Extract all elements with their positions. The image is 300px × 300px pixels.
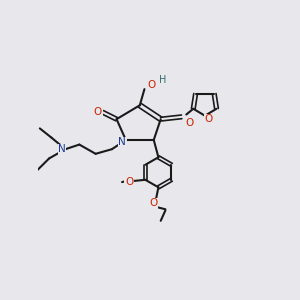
Text: O: O (94, 107, 102, 117)
Text: N: N (118, 137, 126, 147)
Text: O: O (150, 199, 158, 208)
Text: O: O (125, 177, 133, 187)
Text: O: O (204, 114, 212, 124)
Text: O: O (147, 80, 156, 89)
Text: O: O (186, 118, 194, 128)
Text: H: H (159, 75, 167, 85)
Text: N: N (58, 144, 66, 154)
